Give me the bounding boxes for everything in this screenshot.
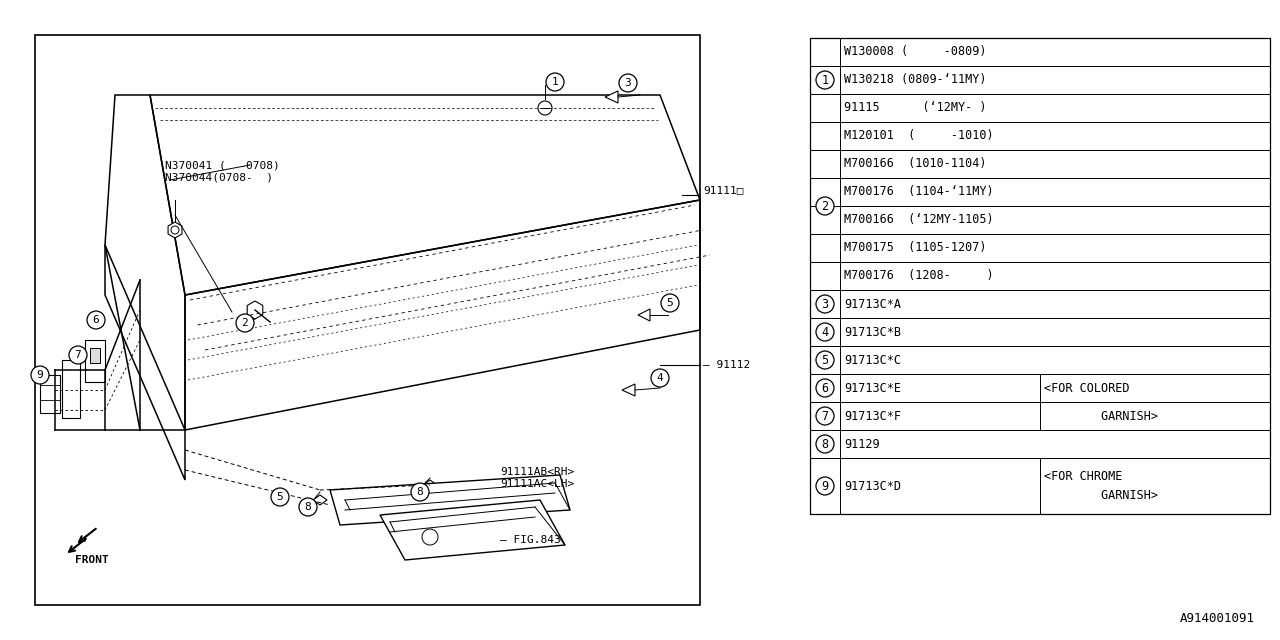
Text: 1: 1: [822, 74, 828, 86]
Text: A914001091: A914001091: [1180, 612, 1254, 625]
Text: 91713C*D: 91713C*D: [844, 479, 901, 493]
Text: M700166  (‘12MY-1105): M700166 (‘12MY-1105): [844, 214, 993, 227]
Polygon shape: [247, 301, 262, 319]
Text: M700176  (1104-‘11MY): M700176 (1104-‘11MY): [844, 186, 993, 198]
Text: <FOR COLORED: <FOR COLORED: [1044, 381, 1129, 394]
Circle shape: [271, 488, 289, 506]
Text: 9: 9: [37, 370, 44, 380]
Text: 6: 6: [822, 381, 828, 394]
Text: M120101  (     -1010): M120101 ( -1010): [844, 129, 993, 143]
Circle shape: [422, 529, 438, 545]
Circle shape: [817, 295, 835, 313]
Text: M700166  (1010-1104): M700166 (1010-1104): [844, 157, 987, 170]
Text: 91129: 91129: [844, 438, 879, 451]
Text: 91713C*C: 91713C*C: [844, 353, 901, 367]
Polygon shape: [422, 480, 436, 490]
Text: 91111□: 91111□: [703, 185, 744, 195]
Circle shape: [87, 311, 105, 329]
Circle shape: [547, 73, 564, 91]
Circle shape: [817, 351, 835, 369]
Bar: [40, 375, 60, 413]
Text: 5: 5: [667, 298, 673, 308]
Text: 6: 6: [92, 315, 100, 325]
Text: 8: 8: [822, 438, 828, 451]
Polygon shape: [605, 91, 618, 103]
Text: M700175  (1105-1207): M700175 (1105-1207): [844, 241, 987, 255]
Circle shape: [817, 407, 835, 425]
Text: 9: 9: [822, 479, 828, 493]
Circle shape: [652, 369, 669, 387]
Circle shape: [69, 346, 87, 364]
Circle shape: [538, 101, 552, 115]
Circle shape: [817, 379, 835, 397]
Text: — 91112: — 91112: [703, 360, 750, 370]
Bar: [84, 340, 105, 382]
Circle shape: [817, 323, 835, 341]
Circle shape: [817, 477, 835, 495]
Polygon shape: [314, 495, 326, 505]
Polygon shape: [637, 309, 650, 321]
Text: 8: 8: [305, 502, 311, 512]
Text: 3: 3: [625, 78, 631, 88]
Text: W130218 (0809-‘11MY): W130218 (0809-‘11MY): [844, 74, 987, 86]
Circle shape: [300, 498, 317, 516]
Text: GARNISH>: GARNISH>: [1044, 410, 1158, 422]
Text: 8: 8: [416, 487, 424, 497]
Text: 4: 4: [657, 373, 663, 383]
Bar: [35, 35, 700, 605]
Circle shape: [660, 294, 678, 312]
Circle shape: [236, 314, 253, 332]
Text: 7: 7: [74, 350, 82, 360]
Bar: [90, 348, 100, 363]
Bar: [810, 38, 1270, 514]
Text: 91111AC<LH>: 91111AC<LH>: [500, 479, 575, 489]
Text: 5: 5: [276, 492, 283, 502]
Text: GARNISH>: GARNISH>: [1044, 489, 1158, 502]
Text: 91713C*F: 91713C*F: [844, 410, 901, 422]
Text: 91713C*B: 91713C*B: [844, 326, 901, 339]
Text: 91111AB<RH>: 91111AB<RH>: [500, 467, 575, 477]
Text: M700176  (1208-     ): M700176 (1208- ): [844, 269, 993, 282]
Text: 2: 2: [242, 318, 248, 328]
Text: 91713C*E: 91713C*E: [844, 381, 901, 394]
Text: <FOR CHROME: <FOR CHROME: [1044, 470, 1123, 483]
Polygon shape: [622, 384, 635, 396]
Bar: [61, 360, 79, 418]
Circle shape: [411, 483, 429, 501]
Text: 91115      (‘12MY- ): 91115 (‘12MY- ): [844, 102, 987, 115]
Text: 2: 2: [822, 200, 828, 212]
Polygon shape: [168, 222, 182, 238]
Text: 4: 4: [822, 326, 828, 339]
Polygon shape: [380, 500, 564, 560]
Polygon shape: [330, 475, 570, 525]
Circle shape: [817, 197, 835, 215]
Circle shape: [817, 71, 835, 89]
Text: 5: 5: [822, 353, 828, 367]
Circle shape: [620, 74, 637, 92]
Circle shape: [817, 435, 835, 453]
Text: 7: 7: [822, 410, 828, 422]
Text: 1: 1: [552, 77, 558, 87]
Text: N370044(0708-  ): N370044(0708- ): [165, 172, 273, 182]
Text: FRONT: FRONT: [76, 555, 109, 565]
Text: — FIG.843: — FIG.843: [500, 535, 561, 545]
Text: N370041 (  -0708): N370041 ( -0708): [165, 160, 280, 170]
Text: 3: 3: [822, 298, 828, 310]
Text: W130008 (     -0809): W130008 ( -0809): [844, 45, 987, 58]
Circle shape: [31, 366, 49, 384]
Text: 91713C*A: 91713C*A: [844, 298, 901, 310]
